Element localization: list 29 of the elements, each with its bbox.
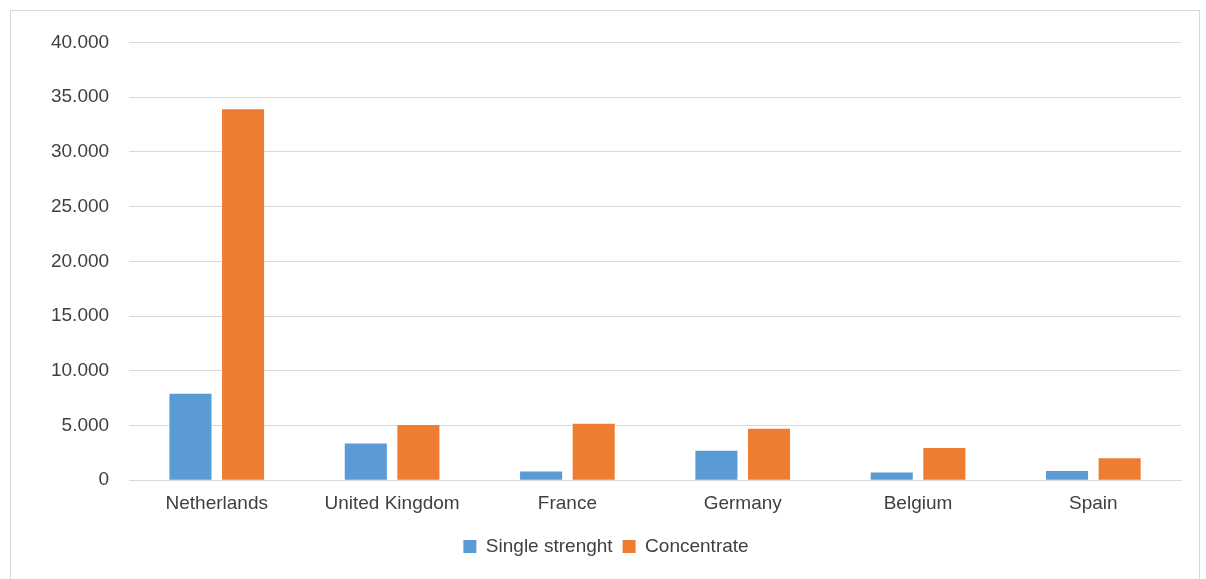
- y-tick-label: 35.000: [50, 85, 110, 107]
- bar: [397, 424, 440, 480]
- y-tick-label: 30.000: [50, 140, 110, 162]
- bar: [695, 450, 738, 480]
- bar: [1046, 470, 1089, 480]
- x-tick-label: Netherlands: [165, 491, 268, 513]
- y-tick-label: 0: [98, 468, 110, 490]
- y-tick-label: 15.000: [50, 304, 110, 326]
- bar: [344, 443, 387, 480]
- y-tick-label: 20.000: [50, 249, 110, 271]
- x-tick-label: Spain: [1069, 491, 1118, 513]
- y-tick-label: 5.000: [61, 413, 110, 435]
- bar: [1098, 458, 1141, 480]
- bar: [169, 393, 212, 480]
- y-tick-label: 10.000: [50, 358, 110, 380]
- y-tick-label: 40.000: [50, 30, 110, 52]
- x-tick-label: United Kingdom: [324, 491, 460, 513]
- x-tick-label: Belgium: [883, 491, 953, 513]
- x-tick-label: France: [537, 491, 597, 513]
- bar: [572, 423, 615, 480]
- legend-label: Single strenght: [485, 534, 614, 556]
- bar: [747, 428, 791, 480]
- legend-label: Concentrate: [645, 534, 749, 556]
- x-tick-label: Germany: [703, 491, 783, 513]
- bar: [520, 471, 563, 480]
- bar: [870, 472, 913, 480]
- bar: [222, 109, 265, 480]
- bar: [923, 447, 966, 480]
- y-tick-label: 25.000: [50, 194, 110, 216]
